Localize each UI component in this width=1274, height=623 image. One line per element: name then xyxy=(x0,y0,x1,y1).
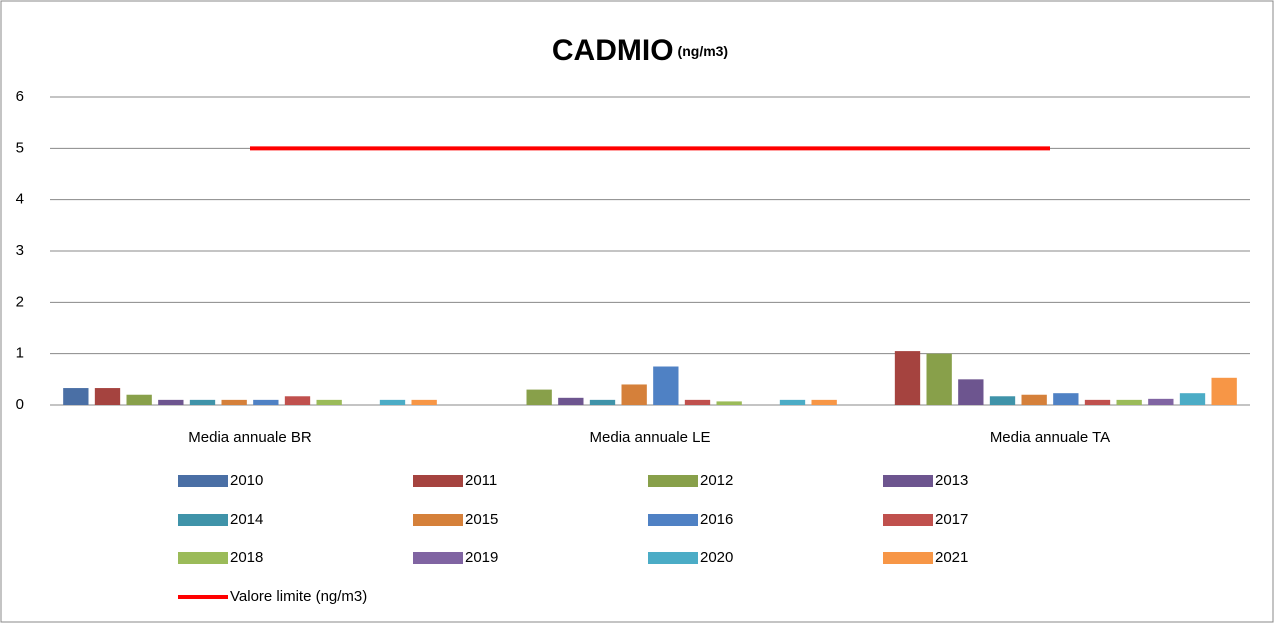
bar xyxy=(253,399,279,405)
legend-label: 2014 xyxy=(230,511,263,528)
bar xyxy=(94,388,121,405)
bar xyxy=(1084,399,1111,405)
bar xyxy=(589,399,616,405)
bar xyxy=(126,394,152,405)
bar xyxy=(1148,398,1174,405)
bar xyxy=(894,351,921,405)
chart-title-unit: (ng/m3) xyxy=(678,43,729,59)
legend-label: 2013 xyxy=(935,472,968,489)
y-tick-label: 2 xyxy=(16,293,24,310)
chart-title: CADMIO xyxy=(552,34,674,67)
legend-label: 2020 xyxy=(700,549,733,566)
legend-swatch xyxy=(413,552,463,564)
bar xyxy=(926,353,952,405)
bar xyxy=(621,384,647,405)
bar xyxy=(1211,377,1237,405)
legend-label: 2018 xyxy=(230,549,263,566)
bar xyxy=(653,366,679,405)
bar xyxy=(63,388,89,405)
y-tick-label: 1 xyxy=(16,345,24,362)
bar xyxy=(811,399,837,405)
chart-title-group: CADMIO (ng/m3) xyxy=(552,34,728,67)
legend-label: 2011 xyxy=(465,472,497,489)
y-tick-label: 3 xyxy=(16,242,24,259)
bar xyxy=(779,399,806,405)
bar xyxy=(1053,393,1079,405)
legend-label: 2021 xyxy=(935,549,968,566)
legend-label: 2015 xyxy=(465,511,498,528)
y-tick-label: 5 xyxy=(16,139,24,156)
bar xyxy=(379,399,406,405)
bar xyxy=(316,399,342,405)
bar xyxy=(1116,399,1142,405)
bar xyxy=(158,399,184,405)
legend-label: Valore limite (ng/m3) xyxy=(230,588,367,605)
legend-swatch xyxy=(178,514,228,526)
legend-swatch xyxy=(883,552,933,564)
legend-label: 2010 xyxy=(230,472,263,489)
bar xyxy=(1021,394,1047,405)
x-tick-label: Media annuale TA xyxy=(990,429,1110,446)
bar xyxy=(716,401,742,405)
legend-swatch xyxy=(648,475,698,487)
x-tick-label: Media annuale BR xyxy=(188,429,312,446)
legend-label: 2019 xyxy=(465,549,498,566)
bar xyxy=(221,399,247,405)
legend-label: 2017 xyxy=(935,511,968,528)
y-tick-label: 6 xyxy=(16,88,24,105)
bar xyxy=(684,399,711,405)
legend-swatch xyxy=(178,552,228,564)
legend-swatch xyxy=(883,514,933,526)
legend-swatch xyxy=(413,514,463,526)
x-tick-label: Media annuale LE xyxy=(590,429,711,446)
y-tick-label: 4 xyxy=(16,191,24,208)
legend-label: 2016 xyxy=(700,511,733,528)
bar xyxy=(526,389,552,405)
bar xyxy=(1179,393,1206,405)
bar xyxy=(989,396,1016,405)
bar xyxy=(189,399,216,405)
legend-swatch xyxy=(413,475,463,487)
legend-swatch xyxy=(178,475,228,487)
bar xyxy=(558,397,584,405)
legend-swatch xyxy=(648,552,698,564)
bar xyxy=(284,396,311,405)
bar xyxy=(411,399,437,405)
legend-swatch xyxy=(648,514,698,526)
legend-label: 2012 xyxy=(700,472,733,489)
y-tick-label: 0 xyxy=(16,396,24,413)
bar xyxy=(958,379,984,405)
legend-swatch xyxy=(883,475,933,487)
